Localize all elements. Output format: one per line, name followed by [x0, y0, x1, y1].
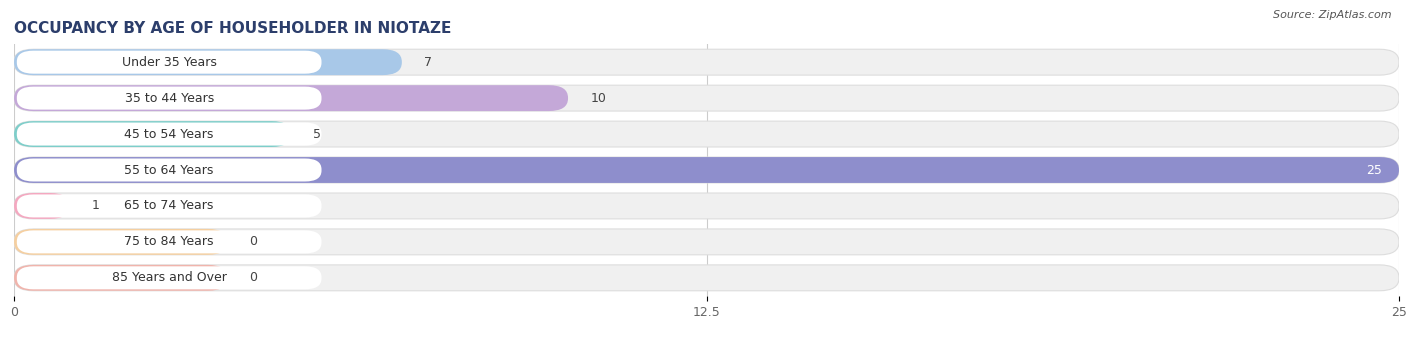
Text: 75 to 84 Years: 75 to 84 Years: [124, 235, 214, 249]
Text: 10: 10: [591, 91, 606, 105]
Text: 7: 7: [425, 56, 432, 69]
FancyBboxPatch shape: [14, 193, 69, 219]
FancyBboxPatch shape: [14, 121, 1399, 147]
FancyBboxPatch shape: [14, 265, 1399, 291]
Text: 0: 0: [249, 235, 257, 249]
Text: 1: 1: [91, 200, 100, 212]
FancyBboxPatch shape: [14, 49, 402, 75]
FancyBboxPatch shape: [17, 158, 322, 182]
Text: 35 to 44 Years: 35 to 44 Years: [125, 91, 214, 105]
Text: Source: ZipAtlas.com: Source: ZipAtlas.com: [1274, 10, 1392, 20]
FancyBboxPatch shape: [17, 87, 322, 109]
Text: 25: 25: [1367, 164, 1382, 176]
FancyBboxPatch shape: [14, 229, 1399, 255]
Text: 55 to 64 Years: 55 to 64 Years: [125, 164, 214, 176]
FancyBboxPatch shape: [17, 51, 322, 74]
FancyBboxPatch shape: [14, 157, 1399, 183]
FancyBboxPatch shape: [14, 193, 1399, 219]
Text: 0: 0: [249, 271, 257, 284]
FancyBboxPatch shape: [14, 85, 568, 111]
FancyBboxPatch shape: [17, 231, 322, 253]
FancyBboxPatch shape: [17, 266, 322, 289]
FancyBboxPatch shape: [14, 265, 228, 291]
FancyBboxPatch shape: [17, 194, 322, 218]
FancyBboxPatch shape: [14, 49, 1399, 75]
FancyBboxPatch shape: [14, 157, 1399, 183]
Text: Under 35 Years: Under 35 Years: [122, 56, 217, 69]
FancyBboxPatch shape: [14, 121, 291, 147]
Text: 5: 5: [314, 128, 321, 140]
Text: 85 Years and Over: 85 Years and Over: [111, 271, 226, 284]
FancyBboxPatch shape: [14, 229, 228, 255]
Text: 45 to 54 Years: 45 to 54 Years: [125, 128, 214, 140]
FancyBboxPatch shape: [14, 85, 1399, 111]
Text: 65 to 74 Years: 65 to 74 Years: [125, 200, 214, 212]
Text: OCCUPANCY BY AGE OF HOUSEHOLDER IN NIOTAZE: OCCUPANCY BY AGE OF HOUSEHOLDER IN NIOTA…: [14, 21, 451, 36]
FancyBboxPatch shape: [17, 122, 322, 146]
